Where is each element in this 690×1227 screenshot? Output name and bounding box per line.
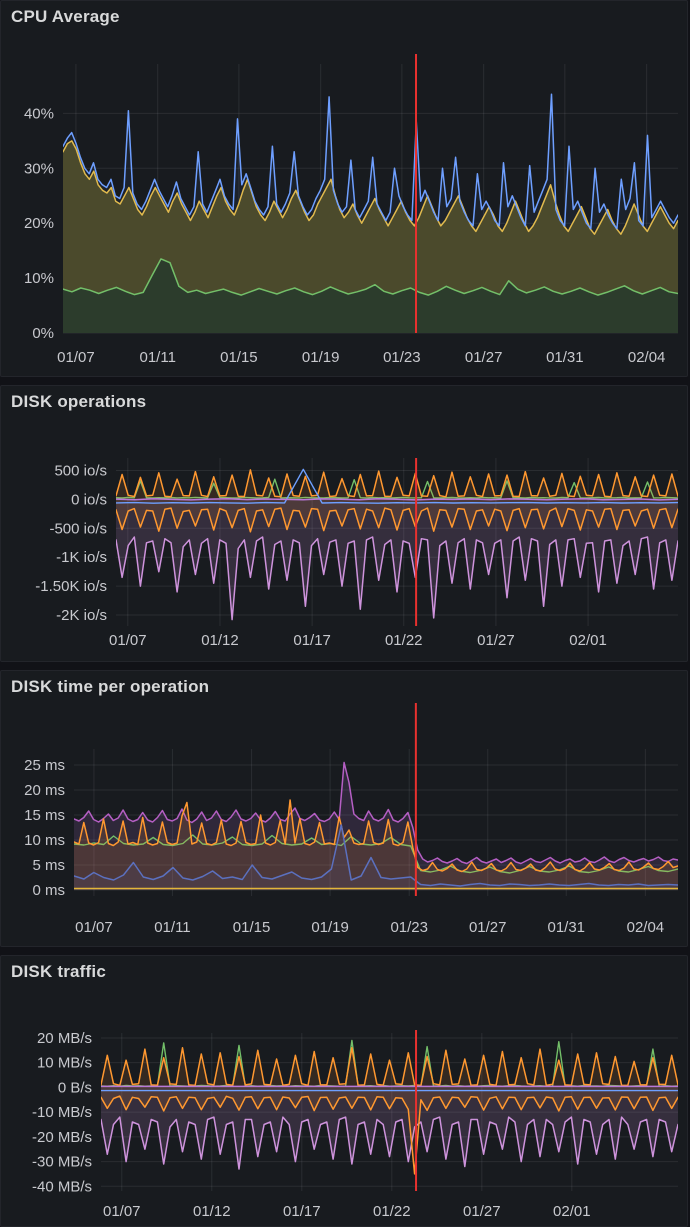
panel-title-disk-traffic[interactable]: DISK traffic [11,962,106,981]
y-tick-label: 20 MB/s [37,1030,92,1047]
x-tick-label: 01/23 [383,349,421,366]
panel-disk-operations: DISK operations 500 io/s 0 io/s -500 io/s -… [0,385,688,662]
traffic-orange-down-area [101,1087,678,1174]
panel-title-disk-operations[interactable]: DISK operations [11,392,147,411]
y-tick-label: -1K io/s [56,549,107,566]
time-blue-line [74,824,678,887]
ops-magenta-line [116,497,678,501]
panel-disk-traffic: DISK traffic 20 MB/s 10 MB/s 0 B/s -10 MB/s… [0,955,688,1227]
x-tick-label: 01/31 [546,349,584,366]
y-tick-label: 0 ms [32,882,65,899]
y-tick-label: 20% [24,215,54,232]
traffic-orange-up-line [101,1047,678,1087]
disk-operations-chart[interactable]: 500 io/s 0 io/s -500 io/s -1K io/s -1.50K io… [1,386,688,662]
y-tick-label: -1.50K io/s [35,578,107,595]
y-tick-label: 15 ms [24,807,65,824]
cpu-green-line [63,258,678,296]
cpu-blue-line [63,93,678,230]
cpu-average-chart[interactable]: 40% 30% 20% 10% 0%01/07 01/11 01/15 01/19 01/23 0… [1,1,688,377]
y-tick-label: 0 io/s [71,491,107,508]
cpu-yellow-line [63,140,678,235]
ops-violet-area [116,499,678,620]
x-tick-label: 01/23 [390,919,428,936]
panel-title-cpu-average[interactable]: CPU Average [11,7,120,26]
ops-violet-line [116,536,678,621]
ops-orange-down-line [116,507,678,533]
traffic-violet-line [101,1116,678,1170]
y-tick-label: 500 io/s [54,462,107,479]
x-tick-label: 01/17 [293,632,331,649]
panel-title-disk-time-per-operation[interactable]: DISK time per operation [11,677,210,696]
ops-orange-up-line [116,469,678,498]
x-tick-label: 01/27 [465,349,503,366]
x-tick-label: 01/27 [469,919,507,936]
y-tick-label: -20 MB/s [32,1129,92,1146]
cpu-yellow-area [63,140,678,333]
x-tick-label: 02/01 [569,632,607,649]
x-tick-label: 01/11 [154,919,190,936]
y-tick-label: -500 io/s [49,520,107,537]
cpu-blue-area [63,94,678,333]
x-tick-label: 01/12 [193,1203,231,1220]
x-tick-label: 01/27 [477,632,515,649]
time-orange-line [74,799,678,873]
x-tick-label: 01/19 [302,349,340,366]
y-tick-label: 10 MB/s [37,1055,92,1072]
ops-blue-line [116,468,678,504]
x-tick-label: 01/17 [283,1203,321,1220]
x-tick-label: 01/12 [201,632,239,649]
panel-disk-time-per-operation: DISK time per operation 25 ms 20 ms 15 ms 1… [0,670,688,947]
time-blue-area [74,825,678,890]
x-tick-label: 02/01 [553,1203,591,1220]
panel-cpu-average: CPU Average 40% 30% 20% 10% 0% 01/07 01/11 01/1… [0,0,688,377]
y-tick-label: 5 ms [32,857,65,874]
y-tick-label: -30 MB/s [32,1154,92,1171]
disk-traffic-chart[interactable]: 20 MB/s 10 MB/s 0 B/s -10 MB/s -20 MB/s -30 M… [1,956,688,1227]
cpu-green-area [63,258,678,333]
y-tick-label: -2K io/s [56,607,107,624]
x-tick-label: 01/22 [373,1203,411,1220]
traffic-orange-up-area [101,1047,678,1088]
y-tick-label: 0% [32,325,54,342]
y-tick-label: -40 MB/s [32,1178,92,1195]
ops-green-line [116,478,678,499]
x-tick-label: 01/07 [109,632,147,649]
y-tick-label: 10% [24,270,54,287]
x-tick-label: 01/15 [220,349,258,366]
x-tick-label: 01/31 [547,919,585,936]
x-tick-label: 01/19 [311,919,349,936]
time-purple-area [74,762,678,890]
disk-time-per-operation-chart[interactable]: 25 ms 20 ms 15 ms 10 ms 5 ms 0 ms 01/07 01/11 01… [1,671,688,947]
traffic-violet-area [101,1087,678,1169]
y-tick-label: -10 MB/s [32,1104,92,1121]
y-tick-label: 20 ms [24,782,65,799]
x-tick-label: 02/04 [628,349,666,366]
x-tick-label: 01/07 [103,1203,141,1220]
x-tick-label: 01/15 [233,919,271,936]
ops-orange-up-area [116,469,678,500]
time-purple-line [74,761,678,865]
y-tick-label: 40% [24,105,54,122]
x-tick-label: 01/07 [75,919,113,936]
x-tick-label: 01/11 [139,349,175,366]
y-tick-label: 10 ms [24,832,65,849]
x-tick-label: 01/27 [463,1203,501,1220]
y-tick-label: 0 B/s [58,1079,92,1096]
traffic-orange-down-line [101,1095,678,1175]
y-tick-label: 30% [24,160,54,177]
ops-orange-down-area [116,499,678,532]
x-tick-label: 01/07 [57,349,95,366]
x-tick-label: 01/22 [385,632,423,649]
y-tick-label: 25 ms [24,757,65,774]
x-tick-label: 02/04 [627,919,665,936]
